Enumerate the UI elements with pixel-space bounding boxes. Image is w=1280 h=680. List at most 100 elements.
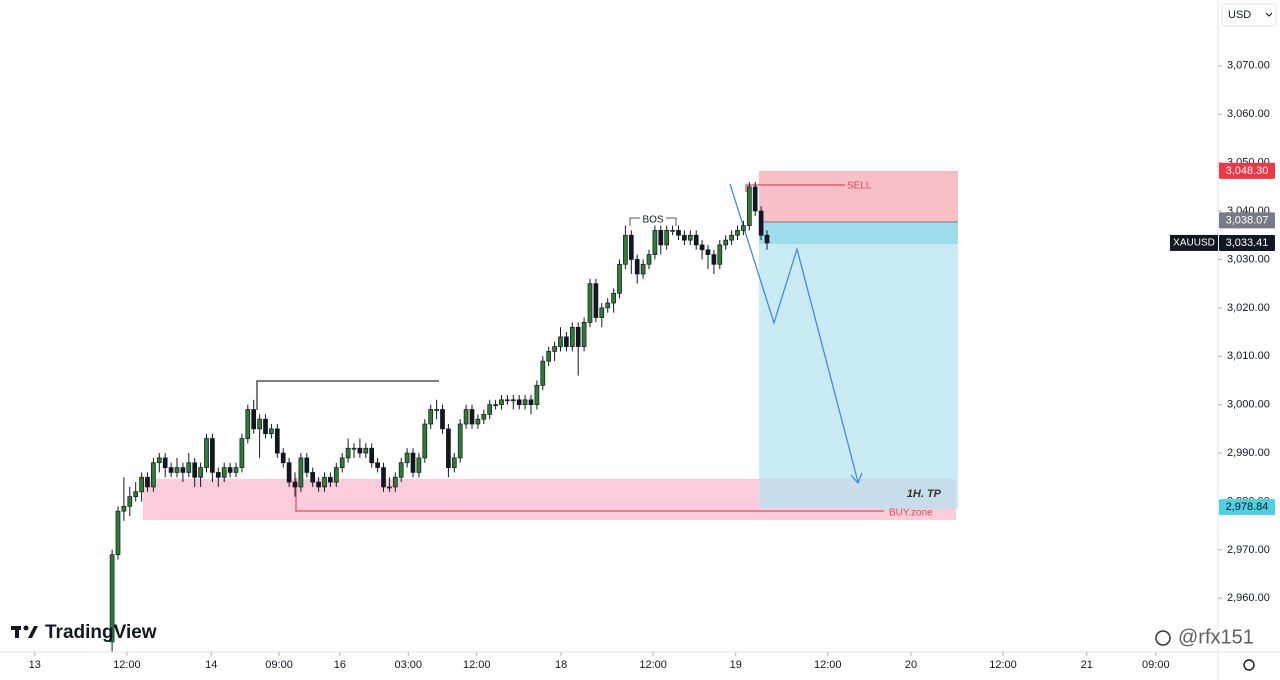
x-tick-label: 12:00 xyxy=(113,659,141,671)
x-tick-label: 03:00 xyxy=(395,659,423,671)
candle-body xyxy=(516,399,522,406)
candle-body xyxy=(564,336,569,347)
candle-body xyxy=(534,384,540,406)
y-tick-label: 2,960.00 xyxy=(1227,592,1270,604)
candle-body xyxy=(699,244,705,251)
currency-dropdown[interactable] xyxy=(1221,3,1277,27)
candle-body xyxy=(670,230,675,232)
candle-body xyxy=(210,438,215,473)
y-tick-label: 3,010.00 xyxy=(1227,350,1270,362)
credit-icon xyxy=(1155,630,1171,646)
candle-body xyxy=(457,423,463,459)
currency-label: USD xyxy=(1228,9,1251,21)
candle-body xyxy=(705,249,711,255)
candle-body xyxy=(428,409,434,425)
candle-body xyxy=(575,326,581,347)
sell-label: SELL xyxy=(847,181,872,192)
x-tick-label: 12:00 xyxy=(639,659,667,671)
axes: 2,960.002,970.002,980.002,990.003,000.00… xyxy=(29,60,1270,671)
candle-body xyxy=(369,447,375,464)
projection-path xyxy=(729,183,859,483)
candle-body xyxy=(605,302,611,309)
x-tick-label: 09:00 xyxy=(265,659,293,671)
candle-body xyxy=(404,452,410,464)
candle-body xyxy=(398,462,404,478)
candle-body xyxy=(322,476,327,488)
candle-body xyxy=(758,210,764,236)
symbol-badge xyxy=(1170,234,1218,251)
candle-body xyxy=(292,481,298,488)
candle-body xyxy=(693,234,699,246)
candle-body xyxy=(735,230,740,236)
settings-button[interactable] xyxy=(1243,659,1255,671)
candle-body xyxy=(280,452,286,464)
candle-body xyxy=(257,418,262,430)
candle-body xyxy=(469,409,475,425)
candle-body xyxy=(345,447,351,459)
candle-body xyxy=(729,234,734,241)
candle-body xyxy=(375,462,380,468)
y-tick-label: 3,000.00 xyxy=(1227,399,1270,411)
candle-body xyxy=(198,467,203,478)
candle-body xyxy=(493,404,498,407)
symbol-label: XAUUSD xyxy=(1173,238,1215,249)
candle-body xyxy=(658,230,664,246)
y-tick-label: 3,060.00 xyxy=(1227,108,1270,120)
candle-body xyxy=(227,467,233,473)
candle-body xyxy=(510,399,516,402)
candle-body xyxy=(127,496,133,507)
candle-body xyxy=(357,447,363,454)
candle-body xyxy=(121,505,127,512)
logo xyxy=(11,625,38,638)
candle-body xyxy=(328,476,333,483)
x-tick-label: 12:00 xyxy=(814,659,842,671)
candle-body xyxy=(392,476,398,488)
candle-body xyxy=(558,336,563,347)
x-tick-label: 19 xyxy=(730,659,742,671)
price-badge-label: 3,038.07 xyxy=(1226,214,1269,226)
price-badge xyxy=(1219,234,1275,251)
candle-body xyxy=(109,554,115,643)
candle-body xyxy=(463,409,469,425)
candle-body xyxy=(687,234,693,241)
candle-body xyxy=(115,510,121,556)
x-tick-label: 18 xyxy=(555,659,567,671)
price-badge xyxy=(1219,212,1275,229)
candle-body xyxy=(569,326,575,347)
y-tick-label: 3,020.00 xyxy=(1227,302,1270,314)
x-tick-label: 21 xyxy=(1081,659,1093,671)
candle-body xyxy=(634,259,640,275)
candle-body xyxy=(481,413,487,420)
candle-body xyxy=(263,418,268,435)
candle-body xyxy=(186,462,192,473)
buy-zone-label: BUY.zone xyxy=(889,508,933,519)
buy-zone-line xyxy=(295,478,884,512)
candle-body xyxy=(316,481,321,488)
y-tick-label: 3,070.00 xyxy=(1227,60,1270,72)
y-tick-label: 2,970.00 xyxy=(1227,544,1270,556)
candle-body xyxy=(652,230,658,255)
candle-body xyxy=(711,254,717,265)
candle-body xyxy=(752,186,758,212)
candle-body xyxy=(221,467,227,478)
watermark: TradingView xyxy=(45,622,157,643)
candles xyxy=(109,181,770,652)
candle-body xyxy=(133,491,139,497)
price-badge xyxy=(1219,499,1275,516)
candle-body xyxy=(746,186,752,226)
tp-box xyxy=(759,222,958,509)
candle-body xyxy=(251,409,257,430)
y-tick-label: 2,990.00 xyxy=(1227,447,1270,459)
candle-body xyxy=(180,467,186,473)
candle-body xyxy=(215,472,221,478)
price-badge xyxy=(1219,162,1275,179)
x-tick-label: 14 xyxy=(205,659,217,671)
bos-label: BOS xyxy=(642,215,663,226)
candle-body xyxy=(581,322,587,347)
projection-arrowhead xyxy=(850,472,863,485)
high-line xyxy=(256,380,439,410)
candle-body xyxy=(741,225,746,231)
candle-body xyxy=(416,457,422,473)
candle-body xyxy=(298,457,304,488)
